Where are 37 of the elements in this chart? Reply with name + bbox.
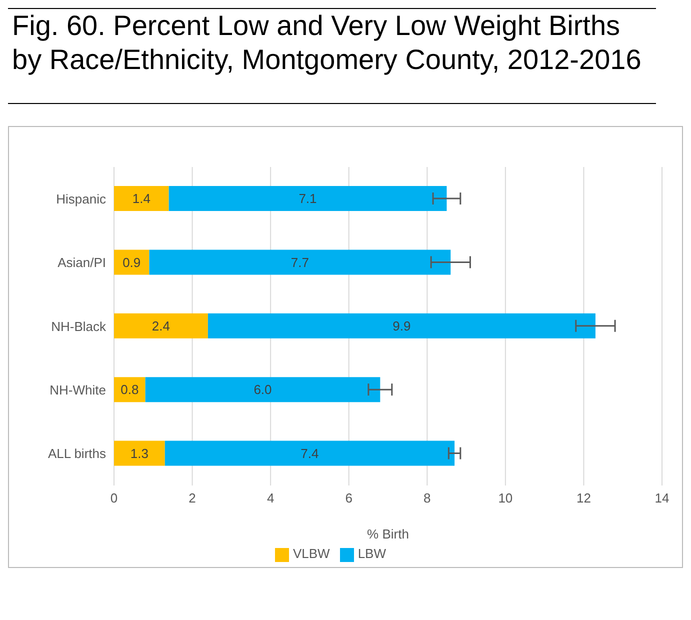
data-label: 7.4 xyxy=(300,446,319,461)
legend-label: LBW xyxy=(358,546,386,562)
x-axis-title: % Birth xyxy=(367,526,409,542)
x-tick-label: 6 xyxy=(345,490,352,506)
y-tick-label: NH-Black xyxy=(51,318,106,334)
y-tick-label: ALL births xyxy=(48,446,106,462)
data-label: 0.9 xyxy=(122,254,141,270)
x-tick-label: 8 xyxy=(424,490,431,506)
bar xyxy=(145,377,380,402)
chart-title: Fig. 60. Percent Low and Very Low Weight Births by Race/Ethnicity, Montgomery County, 2012-2016 xyxy=(8,8,656,104)
data-label: 7.7 xyxy=(290,254,309,270)
data-label: 1.3 xyxy=(130,446,148,461)
data-label: 0.8 xyxy=(120,382,139,398)
bar xyxy=(114,250,150,275)
x-tick-label: 2 xyxy=(188,490,196,506)
x-tick-label: 4 xyxy=(266,490,274,506)
bar xyxy=(114,313,208,338)
x-tick-label: 0 xyxy=(110,490,118,506)
bar xyxy=(149,250,451,275)
data-label: 2.4 xyxy=(152,318,170,334)
bar xyxy=(114,440,165,466)
legend-label: VLBW xyxy=(292,546,330,562)
data-label: 6.0 xyxy=(254,382,272,398)
data-label: 1.4 xyxy=(132,191,150,206)
y-tick-label: NH-White xyxy=(50,382,106,398)
bar xyxy=(208,313,596,338)
data-label: 9.9 xyxy=(392,318,411,334)
bar xyxy=(114,186,169,211)
y-tick-label: Hispanic xyxy=(56,191,106,206)
bar xyxy=(164,440,455,466)
bar xyxy=(168,186,447,211)
x-tick-label: 12 xyxy=(576,490,591,506)
bar xyxy=(114,377,146,402)
data-label: 7.1 xyxy=(298,191,317,206)
y-tick-label: Asian/PI xyxy=(58,255,106,270)
x-tick-label: 14 xyxy=(654,490,670,506)
x-tick-label: 10 xyxy=(498,490,513,506)
